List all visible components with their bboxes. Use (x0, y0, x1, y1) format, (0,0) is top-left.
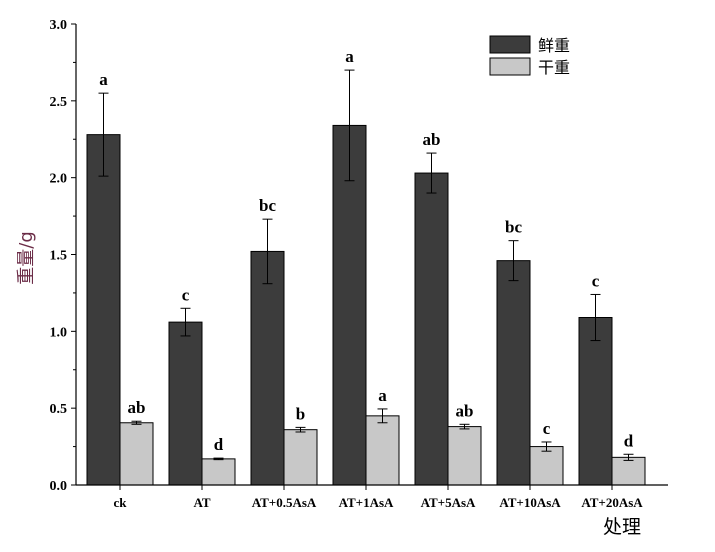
bar-dry-0 (119, 422, 154, 486)
bar-fresh-6 (578, 317, 613, 486)
sig-letter-dry-6: d (624, 431, 634, 450)
legend: 鲜重 干重 (489, 35, 570, 77)
bar-fresh-3 (332, 124, 367, 486)
bar-dry-3 (365, 415, 400, 486)
bar-fresh-1 (168, 321, 203, 486)
error-bar-dry-3 (377, 408, 388, 424)
x-tick-label-4: AT+5AsA (421, 495, 476, 510)
legend-swatch-fresh-weight (489, 35, 531, 54)
error-bar-fresh-6 (590, 293, 601, 342)
bar-dry-4 (447, 426, 482, 486)
x-tick-label-5: AT+10AsA (499, 495, 561, 510)
x-tick-label-3: AT+1AsA (339, 495, 394, 510)
bars-layer (86, 124, 646, 486)
bar-dry-2 (283, 429, 318, 486)
y-tick-label-3: 1.5 (50, 249, 68, 264)
sig-letter-fresh-1: c (182, 285, 190, 304)
y-tick-label-1: 0.5 (50, 402, 68, 417)
sig-letter-dry-2: b (296, 404, 305, 423)
x-tick-label-0: ck (114, 495, 128, 510)
y-axis-title: 重量/g (16, 231, 37, 285)
sig-letter-fresh-6: c (592, 271, 600, 290)
sig-letter-fresh-5: bc (505, 218, 522, 237)
y-tick-label-0: 0.0 (50, 479, 68, 494)
sig-letter-dry-3: a (378, 386, 387, 405)
sig-letter-dry-0: ab (128, 398, 146, 417)
sig-letter-dry-1: d (214, 435, 224, 454)
error-bar-dry-5 (541, 441, 552, 452)
bar-fresh-4 (414, 172, 449, 486)
error-bar-dry-1 (213, 457, 224, 461)
ticks-layer: ck AT AT+0.5AsA AT+1AsA AT+5AsA AT+10AsA AT+20… (50, 18, 644, 510)
error-bar-dry-2 (295, 426, 306, 433)
error-bar-dry-6 (623, 453, 634, 461)
error-bar-dry-4 (459, 423, 470, 430)
error-bar-fresh-1 (180, 307, 191, 337)
error-bar-fresh-5 (508, 240, 519, 282)
x-axis-title: 处理 (603, 516, 641, 538)
bar-dry-1 (201, 458, 236, 486)
y-tick-label-2: 1.0 (50, 325, 68, 340)
x-tick-label-1: AT (193, 495, 210, 510)
legend-label-dry-weight: 干重 (538, 58, 570, 77)
significance-letters-layer: a ab c d bc b a a ab ab bc c c d (99, 47, 634, 454)
y-tick-label-6: 3.0 (50, 18, 68, 33)
legend-swatch-dry-weight (489, 57, 531, 76)
bar-dry-5 (529, 446, 564, 486)
sig-letter-dry-4: ab (456, 401, 474, 420)
error-bar-fresh-0 (98, 92, 109, 177)
sig-letter-fresh-3: a (345, 47, 354, 66)
error-bar-dry-0 (131, 420, 142, 425)
x-tick-label-6: AT+20AsA (581, 495, 643, 510)
error-bar-fresh-2 (262, 218, 273, 285)
sig-letter-fresh-0: a (99, 70, 108, 89)
sig-letter-fresh-4: ab (423, 130, 441, 149)
error-bar-fresh-4 (426, 152, 437, 194)
y-tick-label-4: 2.0 (50, 172, 68, 187)
sig-letter-fresh-2: bc (259, 196, 276, 215)
y-tick-label-5: 2.5 (50, 95, 68, 110)
error-bars-layer (98, 69, 634, 461)
x-tick-label-2: AT+0.5AsA (252, 495, 317, 510)
legend-label-fresh-weight: 鲜重 (538, 36, 570, 55)
sig-letter-dry-5: c (543, 419, 551, 438)
bar-fresh-5 (496, 260, 531, 486)
error-bar-fresh-3 (344, 69, 355, 182)
bar-dry-6 (611, 456, 646, 486)
bar-fresh-2 (250, 250, 285, 486)
bar-fresh-0 (86, 134, 121, 486)
